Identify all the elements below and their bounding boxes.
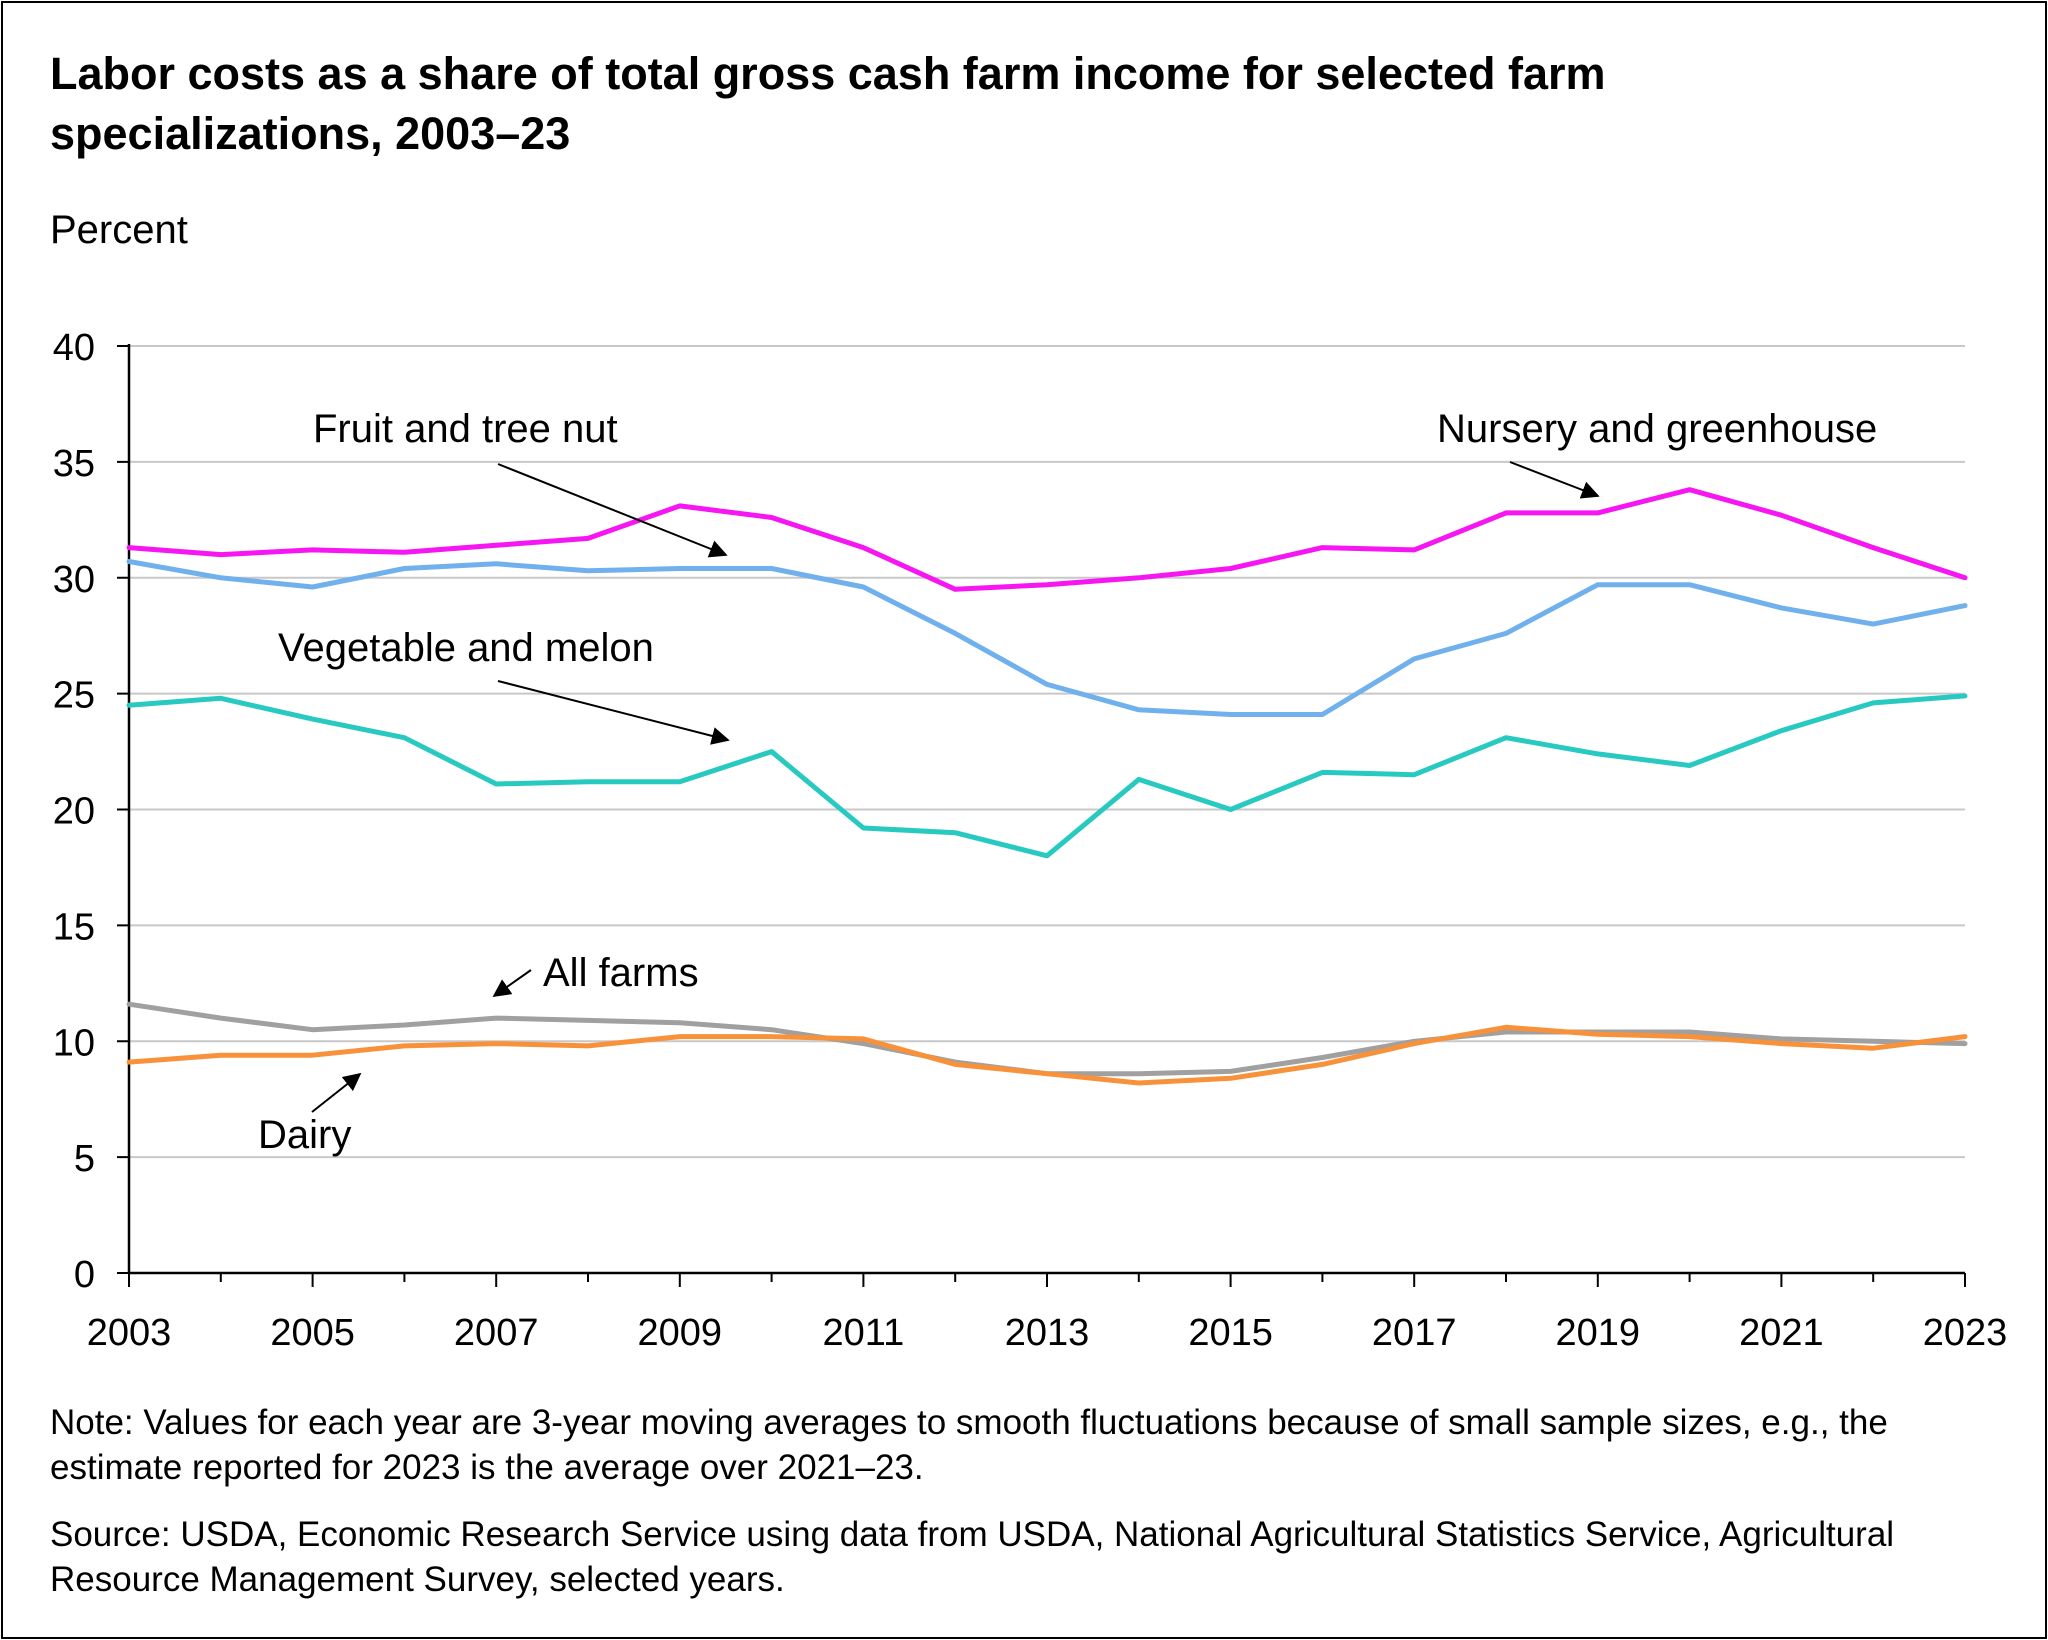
x-tick-label: 2021 [1739,1312,1824,1354]
series-lines [126,487,1968,1086]
leader-arrow-nursery-and-greenhouse [1509,461,1600,499]
x-tick-label: 2009 [638,1312,723,1354]
x-tick-label: 2015 [1188,1312,1273,1354]
label-all-farms: All farms [543,951,699,995]
chart-source: Source: USDA, Economic Research Service … [50,1515,1895,1599]
y-tick-label: 20 [53,791,95,833]
y-tick-label: 30 [53,559,95,601]
leader-arrow-dairy [311,1072,362,1113]
x-tick-label: 2019 [1556,1312,1641,1354]
y-tick-label: 10 [53,1022,95,1064]
y-tick-label: 35 [53,443,95,485]
chart-note: Note: Values for each year are 3-year mo… [50,1403,1888,1487]
y-tick-label: 15 [53,906,95,948]
y-tick-label: 0 [74,1254,95,1296]
label-fruit-and-tree-nut: Fruit and tree nut [313,407,618,451]
x-tick-label: 2023 [1923,1312,2008,1354]
label-vegetable-and-melon: Vegetable and melon [278,626,654,670]
label-nursery-and-greenhouse: Nursery and greenhouse [1437,407,1877,451]
x-tick-label: 2007 [454,1312,539,1354]
gridlines [129,345,1965,1159]
x-tick-label: 2013 [1005,1312,1090,1354]
leader-arrow-fruit-and-tree-nut [497,463,728,558]
axes: 0 5 10 15 20 25 30 35 40 2003 2005 2007 2009 2011 2013… [53,327,2008,1354]
y-tick-label: 40 [53,327,95,369]
x-tick-label: 2003 [87,1312,172,1354]
y-tick-label: 5 [74,1138,95,1180]
x-tick-label: 2005 [270,1312,355,1354]
x-tick-label: 2011 [823,1312,905,1354]
series-line-fruit-and-tree-nut [126,559,1968,717]
series-line-nursery-and-greenhouse [126,487,1968,592]
y-axis-label: Percent [50,208,188,252]
leader-arrow-all-farms [492,969,532,998]
annotations: Fruit and tree nut Nursery and greenhouse… [258,407,1877,1157]
label-dairy: Dairy [258,1113,351,1157]
y-tick-label: 25 [53,675,95,717]
series-line-dairy [126,1024,1968,1086]
chart-title: Labor costs as a share of total gross ca… [50,48,1606,159]
x-tick-label: 2017 [1372,1312,1457,1354]
leader-arrow-vegetable-and-melon [497,680,730,745]
series-line-vegetable-and-melon [126,693,1968,859]
